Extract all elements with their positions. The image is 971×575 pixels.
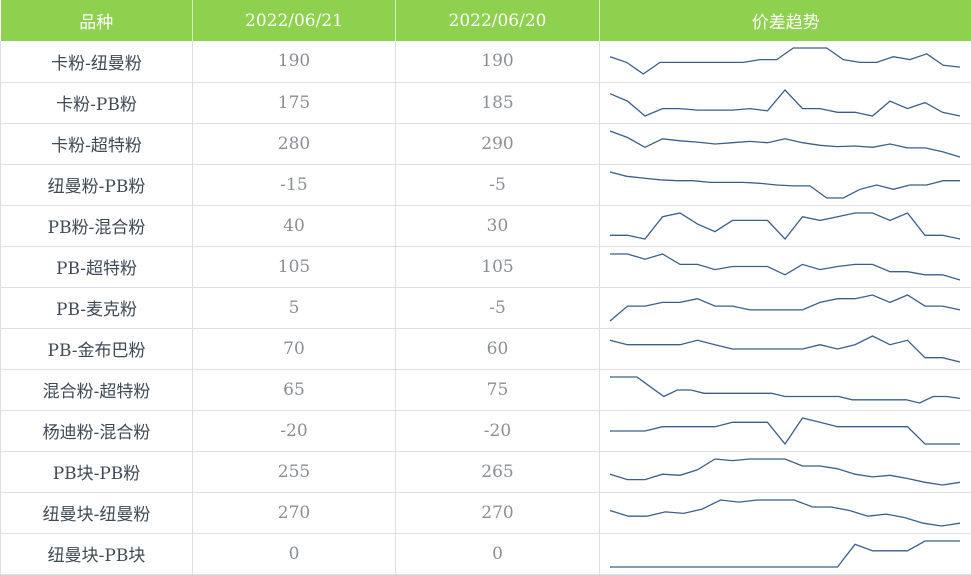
value-cell-date1: 280 bbox=[192, 123, 396, 165]
sparkline-chart bbox=[609, 47, 961, 76]
value-cell-date1: -15 bbox=[192, 164, 396, 206]
value-cell-date1: 70 bbox=[192, 328, 396, 370]
variety-cell: PB粉-混合粉 bbox=[0, 205, 193, 247]
variety-cell: 卡粉-纽曼粉 bbox=[0, 41, 193, 83]
trend-cell bbox=[599, 123, 971, 165]
value-cell-date2: 290 bbox=[395, 123, 600, 165]
header-variety: 品种 bbox=[0, 0, 193, 41]
table-row: PB-金布巴粉 70 60 bbox=[0, 328, 971, 370]
sparkline-line bbox=[610, 539, 960, 568]
table-header: 品种 2022/06/21 2022/06/20 价差趋势 bbox=[0, 0, 971, 41]
table-row: 卡粉-纽曼粉 190 190 bbox=[0, 41, 971, 83]
sparkline-line bbox=[609, 170, 960, 199]
value-cell-date1: 5 bbox=[192, 287, 396, 329]
sparkline-chart bbox=[609, 334, 961, 363]
value-cell-date2: 265 bbox=[395, 451, 600, 493]
trend-cell bbox=[599, 492, 971, 534]
variety-cell: PB块-PB粉 bbox=[0, 451, 193, 493]
table-row: 卡粉-超特粉 280 290 bbox=[0, 123, 971, 165]
variety-cell: 混合粉-超特粉 bbox=[0, 369, 193, 411]
trend-cell bbox=[599, 410, 971, 452]
value-cell-date2: 75 bbox=[395, 369, 600, 411]
value-cell-date2: 185 bbox=[395, 82, 600, 124]
value-cell-date2: 270 bbox=[395, 492, 600, 534]
table-row: 纽曼块-纽曼粉 270 270 bbox=[0, 492, 971, 534]
sparkline-line bbox=[610, 375, 961, 404]
header-date-1: 2022/06/21 bbox=[192, 0, 396, 41]
sparkline-chart bbox=[610, 375, 961, 404]
table-body: 卡粉-纽曼粉 190 190 卡粉-PB粉 175 185 卡粉-超特粉 280 290 纽曼粉-… bbox=[0, 41, 971, 575]
sparkline-line bbox=[609, 293, 961, 321]
variety-cell: 纽曼块-PB块 bbox=[0, 533, 193, 575]
sparkline-chart bbox=[609, 498, 961, 527]
sparkline-chart bbox=[609, 293, 961, 321]
table-row: PB-麦克粉 5 -5 bbox=[0, 287, 971, 329]
sparkline-chart bbox=[610, 252, 961, 281]
trend-cell bbox=[599, 41, 971, 83]
value-cell-date1: 65 bbox=[192, 369, 396, 411]
trend-cell bbox=[599, 287, 971, 329]
trend-cell bbox=[599, 328, 971, 370]
trend-cell bbox=[599, 82, 971, 124]
variety-cell: 纽曼粉-PB粉 bbox=[0, 164, 193, 206]
trend-cell bbox=[599, 451, 971, 493]
value-cell-date1: 190 bbox=[192, 41, 396, 83]
trend-cell bbox=[599, 369, 971, 411]
sparkline-chart bbox=[609, 129, 961, 158]
value-cell-date2: 105 bbox=[395, 246, 600, 288]
table-row: 杨迪粉-混合粉 -20 -20 bbox=[0, 410, 971, 452]
header-trend: 价差趋势 bbox=[751, 13, 820, 33]
sparkline-chart bbox=[609, 170, 960, 199]
table-row: 纽曼块-PB块 0 0 bbox=[0, 533, 971, 575]
value-cell-date2: 190 bbox=[395, 41, 600, 83]
value-cell-date2: -5 bbox=[395, 287, 600, 329]
variety-cell: 卡粉-超特粉 bbox=[0, 123, 193, 165]
value-cell-date1: 0 bbox=[192, 533, 396, 575]
header-date-2: 2022/06/20 bbox=[395, 0, 600, 41]
value-cell-date1: 40 bbox=[192, 205, 396, 247]
variety-cell: PB-麦克粉 bbox=[0, 287, 193, 329]
value-cell-date1: 255 bbox=[192, 451, 396, 493]
sparkline-line bbox=[609, 498, 961, 527]
sparkline-chart bbox=[610, 416, 960, 445]
sparkline-chart bbox=[609, 457, 961, 486]
sparkline-chart bbox=[610, 211, 961, 240]
value-cell-date1: 175 bbox=[192, 82, 396, 124]
value-cell-date1: 270 bbox=[192, 492, 396, 534]
table-row: PB粉-混合粉 40 30 bbox=[0, 205, 971, 247]
value-cell-date2: 0 bbox=[395, 533, 600, 575]
table-row: 混合粉-超特粉 65 75 bbox=[0, 369, 971, 411]
value-cell-date1: -20 bbox=[192, 410, 396, 452]
trend-cell bbox=[599, 533, 971, 575]
sparkline-line bbox=[609, 88, 961, 117]
value-cell-date2: -5 bbox=[395, 164, 600, 206]
table-row: 纽曼粉-PB粉 -15 -5 bbox=[0, 164, 971, 206]
sparkline-chart bbox=[609, 88, 961, 117]
sparkline-line bbox=[610, 211, 961, 240]
trend-cell bbox=[599, 205, 971, 247]
variety-cell: 卡粉-PB粉 bbox=[0, 82, 193, 124]
sparkline-line bbox=[609, 129, 961, 158]
trend-cell bbox=[599, 164, 971, 206]
sparkline-line bbox=[610, 416, 960, 445]
variety-cell: PB-超特粉 bbox=[0, 246, 193, 288]
table-row: PB块-PB粉 255 265 bbox=[0, 451, 971, 493]
variety-cell: PB-金布巴粉 bbox=[0, 328, 193, 370]
value-cell-date2: 60 bbox=[395, 328, 600, 370]
value-cell-date2: 30 bbox=[395, 205, 600, 247]
table-row: PB-超特粉 105 105 bbox=[0, 246, 971, 288]
sparkline-line bbox=[610, 252, 961, 281]
sparkline-line bbox=[609, 334, 961, 363]
sparkline-line bbox=[609, 457, 961, 486]
value-cell-date1: 105 bbox=[192, 246, 396, 288]
variety-cell: 杨迪粉-混合粉 bbox=[0, 410, 193, 452]
trend-cell bbox=[599, 246, 971, 288]
header-row: 品种 2022/06/21 2022/06/20 价差趋势 bbox=[0, 0, 971, 41]
table-row: 卡粉-PB粉 175 185 bbox=[0, 82, 971, 124]
sparkline-line bbox=[609, 47, 961, 76]
sparkline-chart bbox=[610, 539, 960, 568]
value-cell-date2: -20 bbox=[395, 410, 600, 452]
variety-cell: 纽曼块-纽曼粉 bbox=[0, 492, 193, 534]
